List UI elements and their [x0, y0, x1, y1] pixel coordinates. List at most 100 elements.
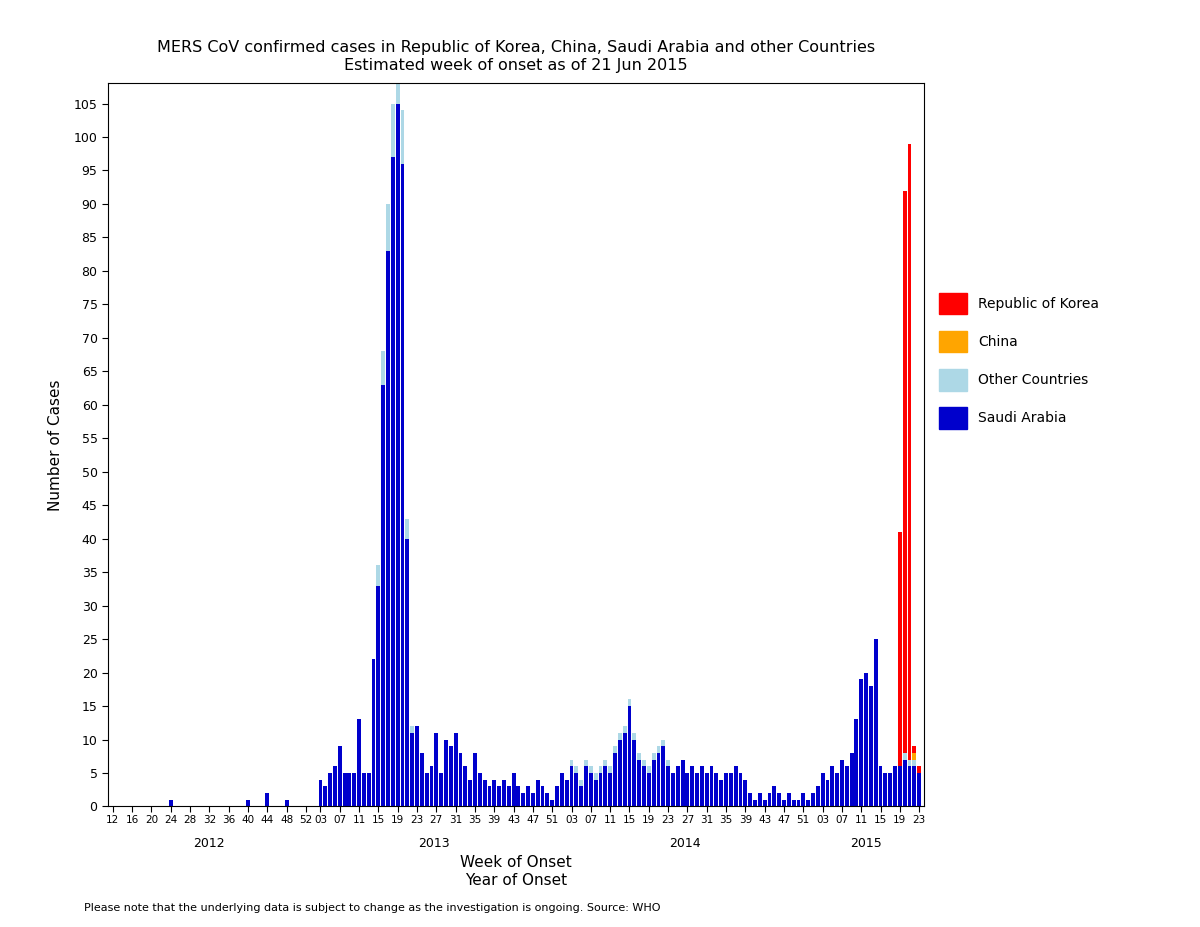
Bar: [497, 786, 502, 806]
Bar: [811, 794, 815, 806]
Bar: [618, 733, 622, 740]
Bar: [492, 780, 497, 806]
Bar: [830, 767, 834, 806]
Bar: [888, 773, 892, 806]
Bar: [511, 773, 516, 806]
Bar: [343, 773, 347, 806]
Bar: [468, 780, 472, 806]
Bar: [526, 786, 530, 806]
Bar: [425, 773, 428, 806]
X-axis label: Week of Onset
Year of Onset: Week of Onset Year of Onset: [460, 856, 572, 888]
Bar: [391, 157, 395, 806]
Bar: [898, 767, 901, 806]
Bar: [358, 719, 361, 806]
Bar: [733, 767, 738, 806]
Bar: [449, 746, 452, 806]
Bar: [758, 794, 762, 806]
Bar: [835, 773, 839, 806]
Bar: [521, 794, 526, 806]
Bar: [353, 773, 356, 806]
Bar: [874, 639, 877, 806]
Bar: [907, 759, 912, 767]
Bar: [362, 773, 366, 806]
Bar: [642, 759, 646, 767]
Bar: [917, 773, 922, 806]
Bar: [666, 759, 670, 767]
Bar: [778, 794, 781, 806]
Bar: [530, 794, 535, 806]
Bar: [738, 773, 743, 806]
Bar: [661, 740, 665, 746]
Bar: [773, 786, 776, 806]
Bar: [902, 191, 907, 753]
Bar: [594, 780, 598, 806]
Bar: [854, 719, 858, 806]
Y-axis label: Number of Cases: Number of Cases: [48, 379, 62, 511]
Bar: [821, 773, 824, 806]
Bar: [912, 746, 917, 753]
Bar: [685, 773, 689, 806]
Bar: [604, 767, 607, 806]
Bar: [917, 767, 922, 773]
Bar: [802, 794, 805, 806]
Bar: [430, 767, 433, 806]
Bar: [454, 733, 457, 806]
Bar: [482, 780, 486, 806]
Bar: [613, 753, 617, 806]
Bar: [594, 773, 598, 780]
Bar: [676, 767, 679, 806]
Bar: [386, 204, 390, 251]
Bar: [642, 767, 646, 806]
Bar: [637, 759, 641, 806]
Bar: [444, 740, 448, 806]
Bar: [898, 532, 901, 767]
Bar: [902, 759, 907, 806]
Bar: [912, 767, 917, 806]
Bar: [502, 780, 506, 806]
Bar: [487, 786, 491, 806]
Bar: [700, 767, 704, 806]
Bar: [787, 794, 791, 806]
Bar: [473, 753, 476, 806]
Bar: [656, 746, 660, 753]
Bar: [410, 726, 414, 733]
Bar: [506, 786, 511, 806]
Bar: [377, 565, 380, 586]
Bar: [912, 753, 917, 759]
Bar: [556, 786, 559, 806]
Bar: [565, 780, 569, 806]
Bar: [869, 686, 872, 806]
Bar: [632, 733, 636, 740]
Bar: [826, 780, 829, 806]
Bar: [647, 773, 650, 806]
Bar: [840, 759, 844, 806]
Text: 2015: 2015: [850, 837, 882, 850]
Bar: [338, 746, 342, 806]
Bar: [652, 759, 655, 806]
Bar: [845, 767, 848, 806]
Legend: Republic of Korea, China, Other Countries, Saudi Arabia: Republic of Korea, China, Other Countrie…: [940, 293, 1099, 428]
Bar: [792, 800, 796, 806]
Bar: [386, 251, 390, 806]
Text: 2012: 2012: [193, 837, 226, 850]
Bar: [560, 773, 564, 806]
Bar: [613, 746, 617, 753]
Bar: [666, 767, 670, 806]
Bar: [704, 773, 709, 806]
Bar: [907, 767, 912, 806]
Bar: [782, 800, 786, 806]
Bar: [623, 726, 626, 733]
Bar: [724, 773, 728, 806]
Bar: [883, 773, 887, 806]
Text: 2013: 2013: [418, 837, 450, 850]
Bar: [580, 780, 583, 786]
Bar: [396, 104, 400, 806]
Bar: [893, 767, 896, 806]
Text: 2014: 2014: [670, 837, 701, 850]
Bar: [367, 773, 371, 806]
Bar: [768, 794, 772, 806]
Bar: [719, 780, 724, 806]
Bar: [628, 699, 631, 706]
Bar: [754, 800, 757, 806]
Bar: [169, 800, 173, 806]
